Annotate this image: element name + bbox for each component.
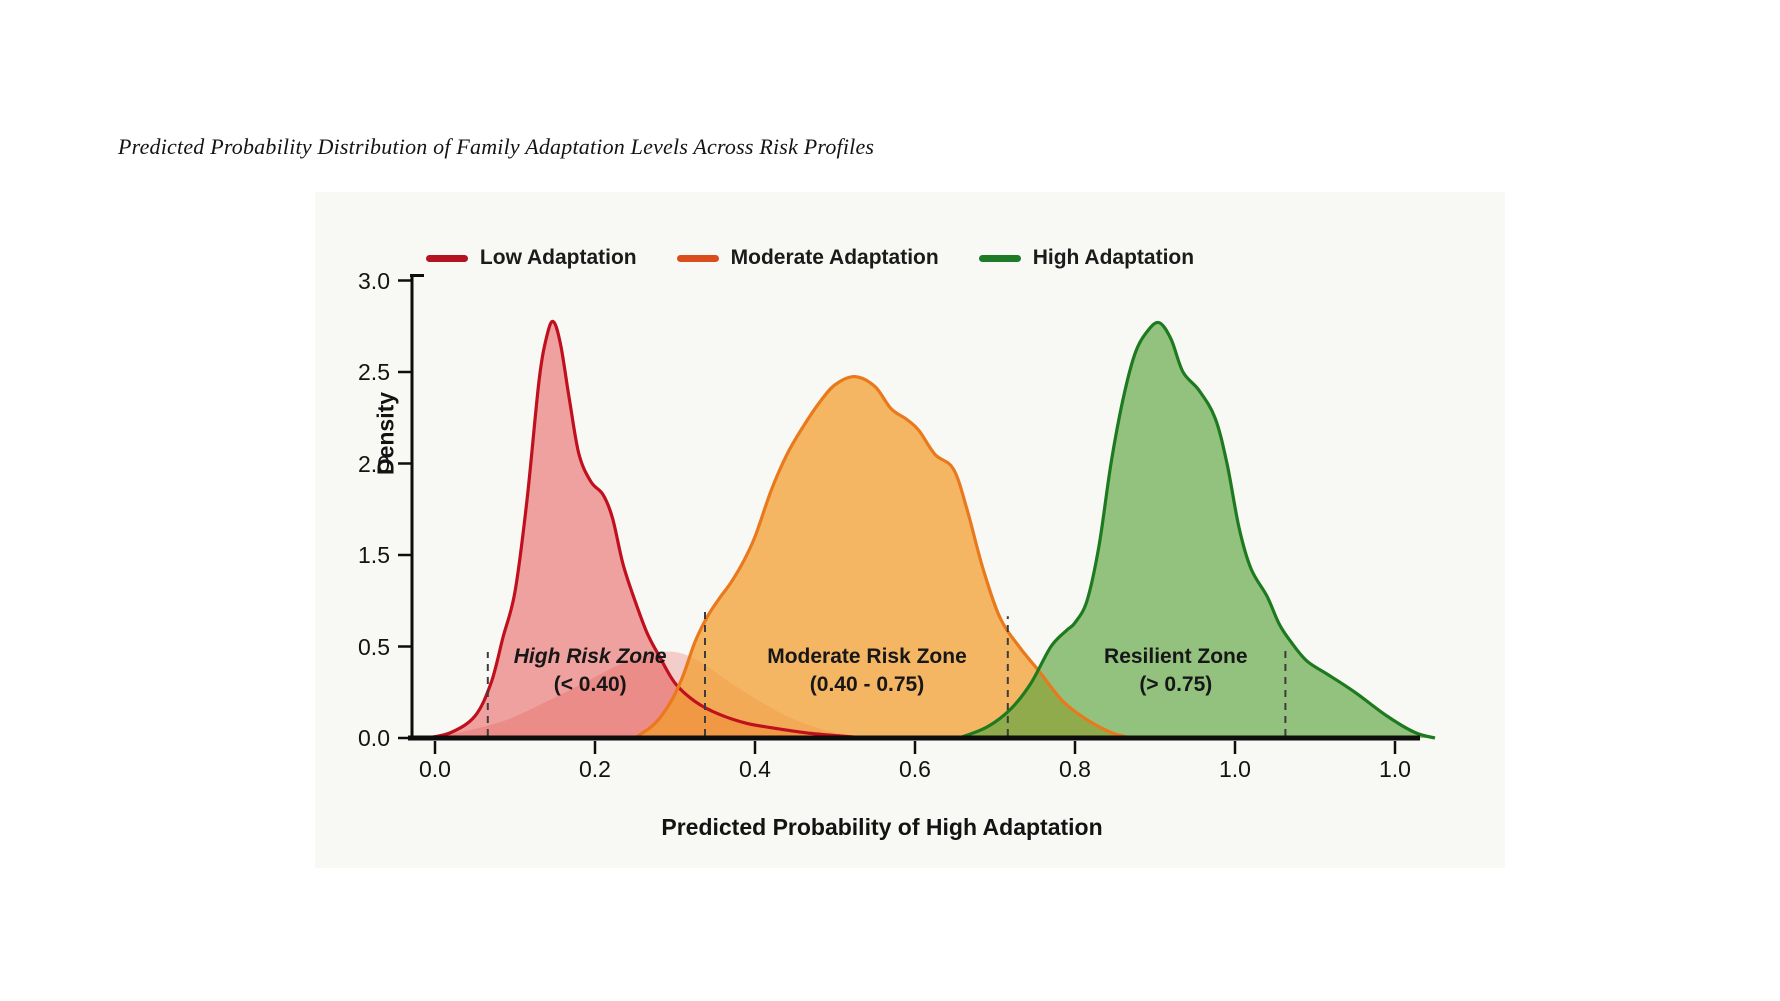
legend-label: Moderate Adaptation (730, 246, 939, 269)
density-curve (426, 319, 868, 740)
density-fill (427, 321, 867, 738)
density-fill (635, 376, 1131, 738)
density-fill (959, 322, 1435, 738)
figure-title: Predicted Probability Distribution of Fa… (118, 134, 875, 159)
density-curve (634, 375, 1132, 740)
legend-swatch (978, 254, 1021, 262)
legend-item: Moderate Adaptation (676, 246, 939, 270)
legend: Low Adaptation Moderate Adaptation High Ad… (400, 244, 1220, 272)
y-axis-title: Density (372, 391, 399, 476)
x-axis-title: Predicted Probability of High Adaptation (661, 814, 1103, 840)
legend-label: Low Adaptation (479, 246, 637, 269)
legend-label: High Adaptation (1032, 246, 1195, 269)
legend-item: Low Adaptation (425, 246, 637, 270)
legend-item: High Adaptation (978, 246, 1195, 270)
density-curve (958, 320, 1436, 740)
legend-swatch (676, 254, 719, 262)
legend-swatch (425, 254, 468, 262)
